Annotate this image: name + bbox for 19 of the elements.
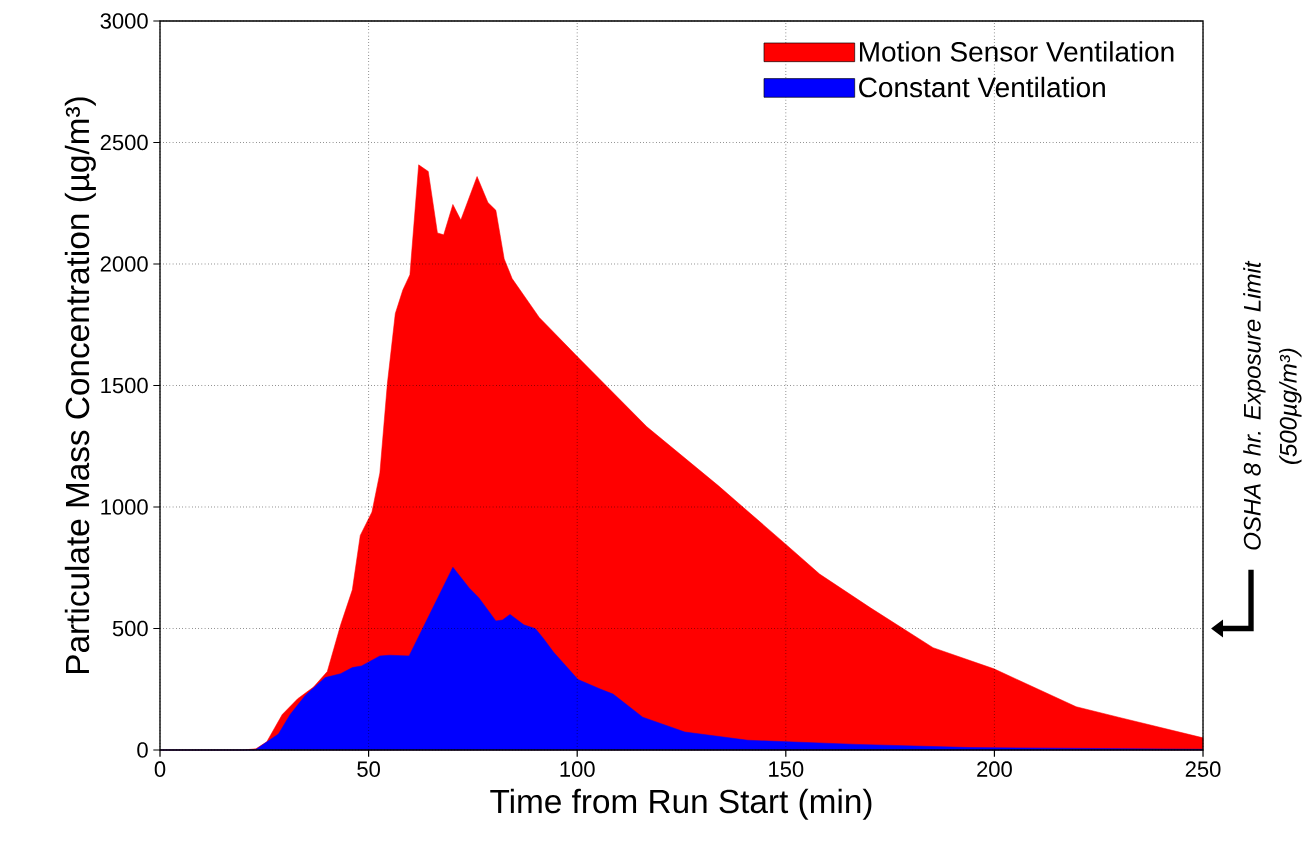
text: OSHA 8 hr. Exposure Limit — [1243, 260, 1266, 550]
y-tick-label: 1500 — [101, 377, 148, 394]
text: (500µg/m³) — [1279, 348, 1302, 464]
y-tick-label: 500 — [112, 620, 148, 637]
legend-label: Constant Ventilation — [859, 76, 1105, 98]
x-tick-label: 200 — [977, 761, 1012, 777]
x-tick-label: 100 — [560, 761, 595, 777]
x-tick-label: 50 — [357, 761, 380, 777]
y-tick-label: 2000 — [100, 256, 148, 272]
y-tick-label: 0 — [137, 742, 148, 758]
y-tick-label: 2500 — [100, 134, 148, 151]
y-tick-label: 1000 — [101, 499, 148, 515]
legend-label: Motion Sensor Ventilation — [859, 41, 1174, 62]
x-tick-label: 250 — [1185, 761, 1221, 777]
x-axis-title: Time from Run Start (min) — [490, 788, 872, 820]
y-tick-label: 3000 — [100, 13, 148, 29]
y-axis-title: Particulate Mass Concentration (µg/m³) — [64, 97, 96, 674]
x-tick-label: 0 — [154, 761, 166, 777]
x-tick-label: 150 — [769, 761, 804, 777]
